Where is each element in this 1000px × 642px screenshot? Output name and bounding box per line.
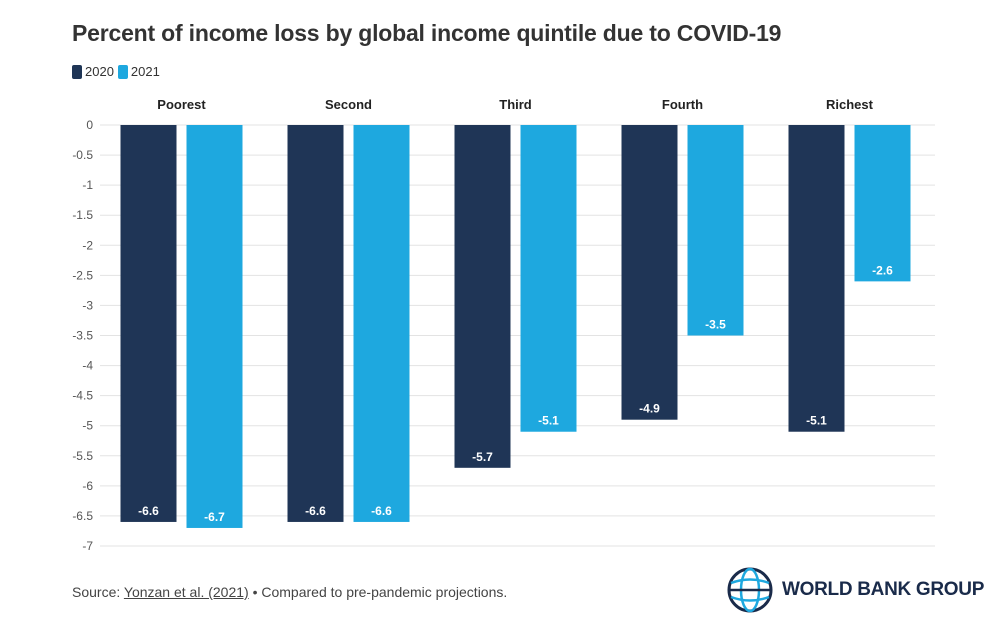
bar-2021-second — [353, 125, 410, 522]
source-prefix: Source: — [72, 584, 124, 600]
bar-2021-fourth — [687, 125, 744, 336]
bar-2021-poorest — [186, 125, 243, 528]
globe-icon — [727, 567, 773, 613]
legend-swatch-2021 — [117, 64, 128, 79]
legend: 2020 2021 — [72, 64, 164, 79]
data-label: -2.6 — [872, 263, 893, 277]
y-tick-label: -2 — [82, 238, 93, 252]
data-label: -6.6 — [138, 504, 159, 518]
logo-text: WORLD BANK GROUP — [782, 579, 985, 600]
legend-item-2021[interactable]: 2021 — [117, 64, 160, 79]
y-tick-label: -5.5 — [72, 449, 93, 463]
data-label: -5.1 — [538, 414, 559, 428]
y-tick-label: -2.5 — [72, 268, 93, 282]
bar-2021-richest — [854, 125, 911, 282]
bar-chart: 0 -0.5 -1 -1.5 -2 -2.5 -3 -3.5 -4 -4.5 -5 -5.5 -6 -6.… — [72, 97, 935, 553]
y-tick-label: -0.5 — [72, 148, 93, 162]
data-label: -6.6 — [371, 504, 392, 518]
legend-label-2020: 2020 — [85, 64, 114, 79]
y-tick-label: -6.5 — [72, 509, 93, 523]
legend-label-2021: 2021 — [130, 64, 160, 79]
chart-title: Percent of income loss by global income … — [72, 20, 782, 46]
data-label: -3.5 — [705, 318, 726, 332]
source-link[interactable]: Yonzan et al. (2021) — [123, 584, 249, 600]
source-suffix: • Compared to pre-pandemic projections. — [248, 584, 508, 600]
bar-2020-third — [454, 125, 511, 468]
y-tick-label: -3 — [82, 298, 93, 312]
y-tick-label: -4 — [82, 359, 93, 373]
data-label: -5.7 — [472, 450, 493, 464]
y-tick-label: -1 — [82, 178, 93, 192]
category-label: Poorest — [157, 97, 206, 112]
source-note: Source: Yonzan et al. (2021) • Compared … — [72, 584, 507, 600]
bar-2020-richest — [788, 125, 845, 432]
category-label: Third — [499, 97, 532, 112]
category-label: Second — [325, 97, 372, 112]
legend-item-2020[interactable]: 2020 — [72, 64, 114, 79]
bar-2020-second — [287, 125, 344, 522]
category-label: Fourth — [662, 97, 703, 112]
bar-2021-third — [520, 125, 577, 432]
y-tick-label: -7 — [82, 539, 93, 553]
y-tick-label: 0 — [86, 118, 93, 132]
bar-2020-fourth — [621, 125, 678, 420]
data-label: -4.9 — [639, 402, 660, 416]
y-tick-label: -5 — [82, 419, 93, 433]
data-label: -6.6 — [305, 504, 326, 518]
y-tick-label: -4.5 — [72, 389, 93, 403]
category-label: Richest — [826, 97, 874, 112]
data-label: -5.1 — [806, 414, 827, 428]
bar-2020-poorest — [120, 125, 177, 522]
y-tick-label: -3.5 — [72, 329, 93, 343]
data-label: -6.7 — [204, 510, 225, 524]
legend-swatch-2020 — [72, 64, 82, 79]
y-tick-label: -1.5 — [72, 208, 93, 222]
y-tick-label: -6 — [82, 479, 93, 493]
world-bank-logo[interactable]: WORLD BANK GROUP — [726, 566, 984, 614]
